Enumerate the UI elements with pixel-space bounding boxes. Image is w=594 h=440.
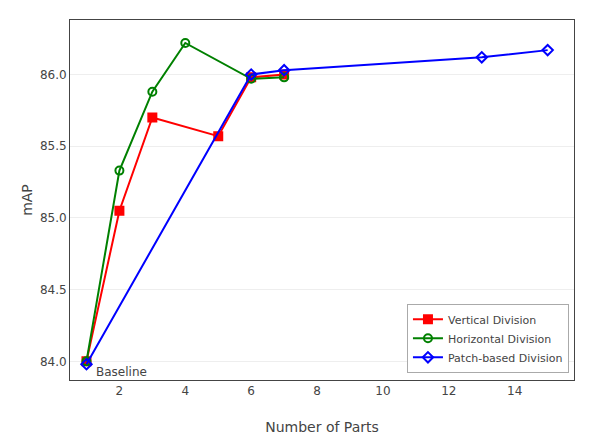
svg-text:85.0: 85.0	[40, 211, 67, 225]
svg-text:8: 8	[313, 384, 321, 398]
svg-text:Number of Parts: Number of Parts	[265, 419, 379, 435]
svg-text:84.0: 84.0	[40, 355, 67, 369]
svg-text:Horizontal Division: Horizontal Division	[448, 333, 551, 346]
svg-text:4: 4	[181, 384, 189, 398]
svg-text:12: 12	[441, 384, 456, 398]
svg-text:Baseline: Baseline	[96, 365, 147, 379]
svg-text:14: 14	[507, 384, 522, 398]
svg-text:Patch-based Division: Patch-based Division	[448, 352, 562, 365]
svg-text:86.0: 86.0	[40, 68, 67, 82]
svg-text:85.5: 85.5	[40, 139, 67, 153]
svg-text:mAP: mAP	[19, 184, 35, 216]
svg-text:84.5: 84.5	[40, 283, 67, 297]
svg-text:6: 6	[247, 384, 255, 398]
svg-text:Vertical Division: Vertical Division	[448, 314, 536, 327]
svg-text:2: 2	[116, 384, 124, 398]
svg-text:10: 10	[375, 384, 390, 398]
